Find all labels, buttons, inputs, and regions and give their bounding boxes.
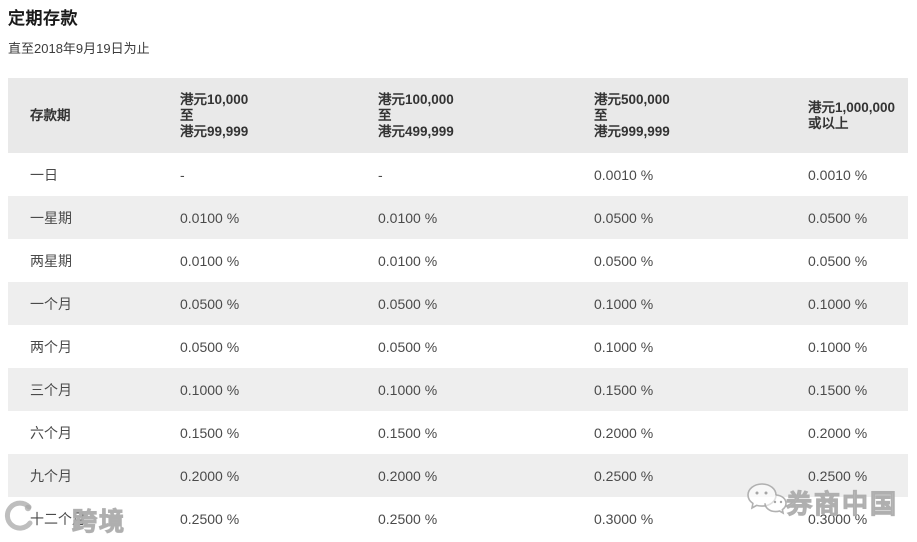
- table-body: 一日 - -0.0010 % 0.0010 % 一星期 0.0100 % 0.0100 % 0…: [8, 153, 908, 540]
- rate-cell: 0.2000 %: [356, 454, 572, 497]
- rate-cell: 0.1000 %: [572, 282, 786, 325]
- rate-cell: 0.2000 %: [158, 454, 356, 497]
- rate-cell: 0.0500 %: [786, 239, 908, 282]
- rate-cell: 0.2000 %: [572, 411, 786, 454]
- rate-cell: 0.0010 %: [786, 153, 908, 196]
- rate-cell: 0.1000 %: [572, 325, 786, 368]
- table-row: 两星期 0.0100 % 0.0100 % 0.0500 % 0.0500 %: [8, 239, 908, 282]
- rate-cell: 0.0500 %: [572, 196, 786, 239]
- rate-cell: 0.0010 %: [572, 153, 786, 196]
- period-cell: 十二个月: [8, 497, 158, 540]
- table-row: 九个月 0.2000 % 0.2000 % 0.2500 % 0.2500 %: [8, 454, 908, 497]
- rate-cell: 0.2500 %: [356, 497, 572, 540]
- rate-cell: 0.0500 %: [356, 282, 572, 325]
- rate-cell: 0.1500 %: [572, 368, 786, 411]
- rate-cell: 0.1000 %: [158, 368, 356, 411]
- rate-cell: 0.0100 %: [356, 239, 572, 282]
- period-cell: 一日: [8, 153, 158, 196]
- rate-cell: 0.0100 %: [356, 196, 572, 239]
- column-header-3: 港元500,000 至 港元999,999: [572, 78, 786, 153]
- rate-cell: 0.1500 %: [356, 411, 572, 454]
- rate-cell: 0.0500 %: [158, 325, 356, 368]
- period-cell: 两星期: [8, 239, 158, 282]
- rate-cell: 0.0500 %: [158, 282, 356, 325]
- table-row: 三个月 0.1000 % 0.1000 % 0.1500 % 0.1500 %: [8, 368, 908, 411]
- rate-cell: 0.0100 %: [158, 239, 356, 282]
- rate-cell: 0.2500 %: [572, 454, 786, 497]
- rate-cell: 0.1500 %: [786, 368, 908, 411]
- column-header-2: 港元100,000 至 港元499,999: [356, 78, 572, 153]
- column-header-0: 存款期: [8, 78, 158, 153]
- table-row: 十二个月 0.2500 % 0.2500 % 0.3000 % 0.3000 %: [8, 497, 908, 540]
- column-header-1: 港元10,000 至 港元99,999: [158, 78, 356, 153]
- table-row: 一日 - -0.0010 % 0.0010 %: [8, 153, 908, 196]
- period-cell: 九个月: [8, 454, 158, 497]
- table-header: 存款期 港元10,000 至 港元99,999 港元100,000 至 港元499,…: [8, 78, 908, 153]
- table-row: 六个月 0.1500 % 0.1500 % 0.2000 % 0.2000 %: [8, 411, 908, 454]
- rate-cell: 0.2500 %: [786, 454, 908, 497]
- period-cell: 六个月: [8, 411, 158, 454]
- table-row: 一星期 0.0100 % 0.0100 % 0.0500 % 0.0500 %: [8, 196, 908, 239]
- rate-cell: 0.0500 %: [786, 196, 908, 239]
- rate-cell: 0.0500 %: [356, 325, 572, 368]
- rate-cell: 0.1000 %: [786, 325, 908, 368]
- rate-cell: 0.2000 %: [786, 411, 908, 454]
- rate-cell: -: [158, 153, 356, 196]
- period-cell: 三个月: [8, 368, 158, 411]
- column-header-4: 港元1,000,000 或以上: [786, 78, 908, 153]
- rate-cell: 0.0100 %: [158, 196, 356, 239]
- rate-cell: 0.3000 %: [572, 497, 786, 540]
- deposit-rates-table: 存款期 港元10,000 至 港元99,999 港元100,000 至 港元499,…: [8, 78, 908, 540]
- rate-cell: 0.1000 %: [356, 368, 572, 411]
- rate-cell: -: [356, 153, 572, 196]
- header-row: 存款期 港元10,000 至 港元99,999 港元100,000 至 港元499,…: [8, 78, 908, 153]
- as-of-date-caption: 直至2018年9月19日为止: [8, 41, 150, 56]
- rate-cell: 0.3000 %: [786, 497, 908, 540]
- table-row: 一个月 0.0500 % 0.0500 % 0.1000 % 0.1000 %: [8, 282, 908, 325]
- rate-cell: 0.0500 %: [572, 239, 786, 282]
- rate-cell: 0.1000 %: [786, 282, 908, 325]
- period-cell: 两个月: [8, 325, 158, 368]
- rate-cell: 0.1500 %: [158, 411, 356, 454]
- page-title: 定期存款: [8, 9, 78, 28]
- rate-cell: 0.2500 %: [158, 497, 356, 540]
- period-cell: 一星期: [8, 196, 158, 239]
- period-cell: 一个月: [8, 282, 158, 325]
- table-row: 两个月 0.0500 % 0.0500 % 0.1000 % 0.1000 %: [8, 325, 908, 368]
